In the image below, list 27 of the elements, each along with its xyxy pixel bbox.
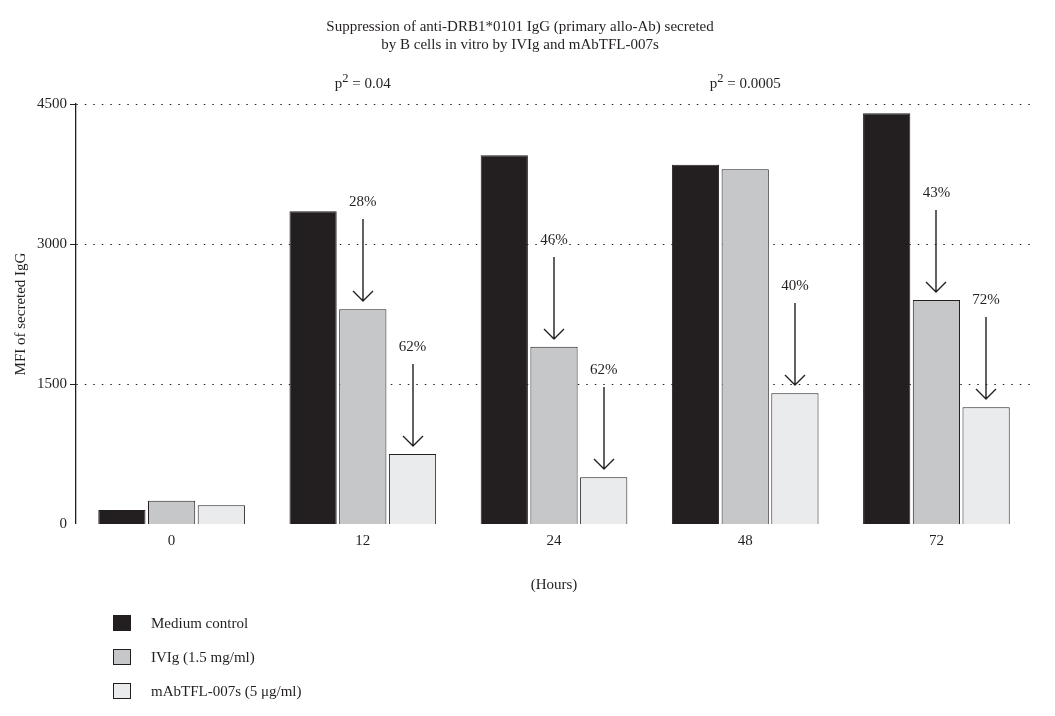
annotation: 46% [540,230,568,247]
annotation: 62% [589,361,618,378]
legend-label: IVIg (1.5 mg/ml) [151,648,255,666]
annotation: 43% [922,184,951,200]
annotation: 40% [781,277,809,294]
annotation: 72% [972,291,1000,308]
x-tick-label: 24 [546,531,562,548]
y-tick-label: 3000 [37,234,67,251]
text: p$^{2}$ = 0.0005 [709,71,781,91]
chart-title: Suppression of anti-DRB1*0101 IgG (primary allo-Ab) secreted by B cells in vitro by IVIg and mAbTFL-007s [326,17,715,52]
x-tick-label: 48 [737,531,753,548]
y-tick-label: 0 [59,514,67,531]
text: p$^{2}$ = 0.04 [334,71,391,91]
x-tick-label: 0 [167,531,176,548]
x-tick-label: 72 [928,531,944,548]
x-axis-title: (Hours) [530,575,578,593]
annotation: 28% [349,193,377,210]
annotation: 62% [398,338,427,354]
legend-label: mAbTFL-007s (5 μg/ml) [151,682,302,700]
y-tick-label: 4500 [37,94,67,111]
bar [289,211,337,524]
bar [98,510,146,524]
legend-label: Medium control [151,614,249,632]
y-tick-label: 1500 [37,374,67,391]
bar [480,155,528,524]
y-axis-title: MFI of secreted IgG [11,252,28,376]
x-tick-label: 12 [355,531,371,548]
